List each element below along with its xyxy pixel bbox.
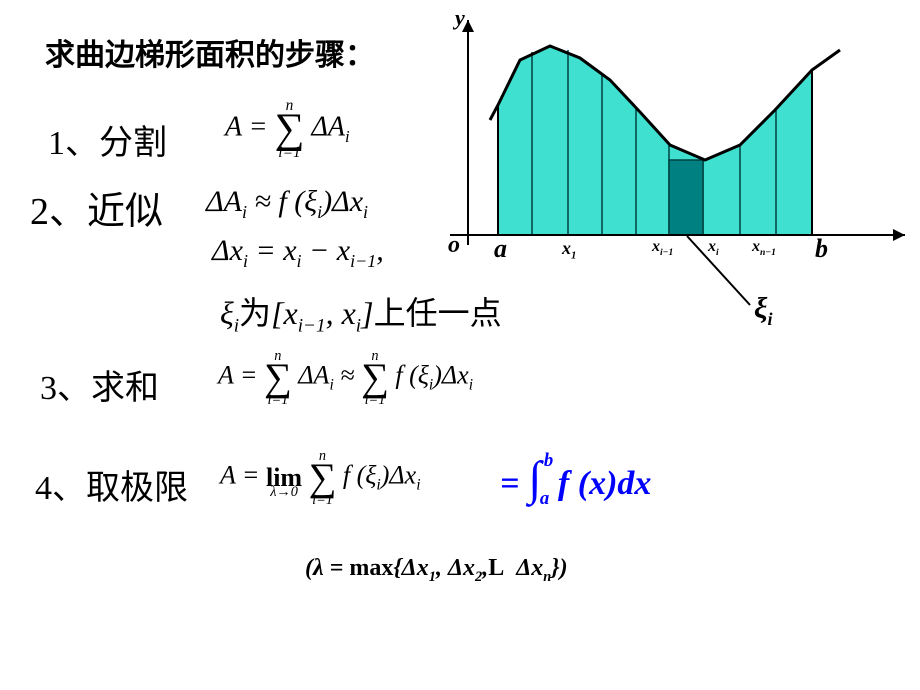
x1-label: x1 (562, 238, 576, 262)
xn-minus-1-label: xn−1 (752, 238, 776, 258)
riemann-diagram: y o a x1 xi−1 xi xn−1 b ξi (450, 10, 920, 290)
step1-label: 1、分割 (48, 115, 167, 164)
formula-approx: ΔAi ≈ f (ξi)Δxi (206, 185, 368, 223)
sum-bot4: i=1 (309, 492, 337, 509)
formula-sum-area: A = n∑i=1 ΔAi (225, 105, 350, 153)
page-title: 求曲边梯形面积的步骤： (45, 30, 375, 74)
lim-bot: λ→0 (266, 484, 302, 501)
riemann-strips (498, 46, 812, 235)
xi-point-label: ξi (754, 292, 773, 330)
formula-lambda: (λ = max{Δx1, Δx2,L Δxn}) (305, 555, 568, 586)
formula-limit: A = limλ→0 n∑i=1 f (ξi)Δxi (220, 455, 421, 500)
sum-bot: i=1 (275, 144, 305, 162)
step2-label: 2、近似 (30, 180, 163, 235)
a-label: a (494, 234, 507, 264)
xi-label: xi (708, 238, 719, 258)
highlighted-strip (669, 160, 703, 235)
formula-deltax: Δxi = xi − xi−1, (212, 234, 384, 272)
step4-label: 4、取极限 (35, 460, 188, 509)
formula-integral: = ∫ b a f (x)dx (500, 452, 651, 506)
formula-sum-approx: A = n∑i=1 ΔAi ≈ n∑i=1 f (ξi)Δxi (218, 355, 473, 400)
step3-label: 3、求和 (40, 360, 159, 409)
origin-label: o (448, 232, 460, 259)
sum-bot3: i=1 (361, 392, 389, 409)
sum-top2: n (264, 348, 292, 365)
sum-top3: n (361, 348, 389, 365)
xi-minus-1-label: xi−1 (652, 238, 673, 258)
y-axis-label: y (455, 5, 465, 31)
b-label: b (815, 234, 828, 264)
sum-top4: n (309, 448, 337, 465)
diagram-svg (450, 10, 920, 350)
sum-top: n (275, 97, 305, 115)
sum-bot2: i=1 (264, 392, 292, 409)
